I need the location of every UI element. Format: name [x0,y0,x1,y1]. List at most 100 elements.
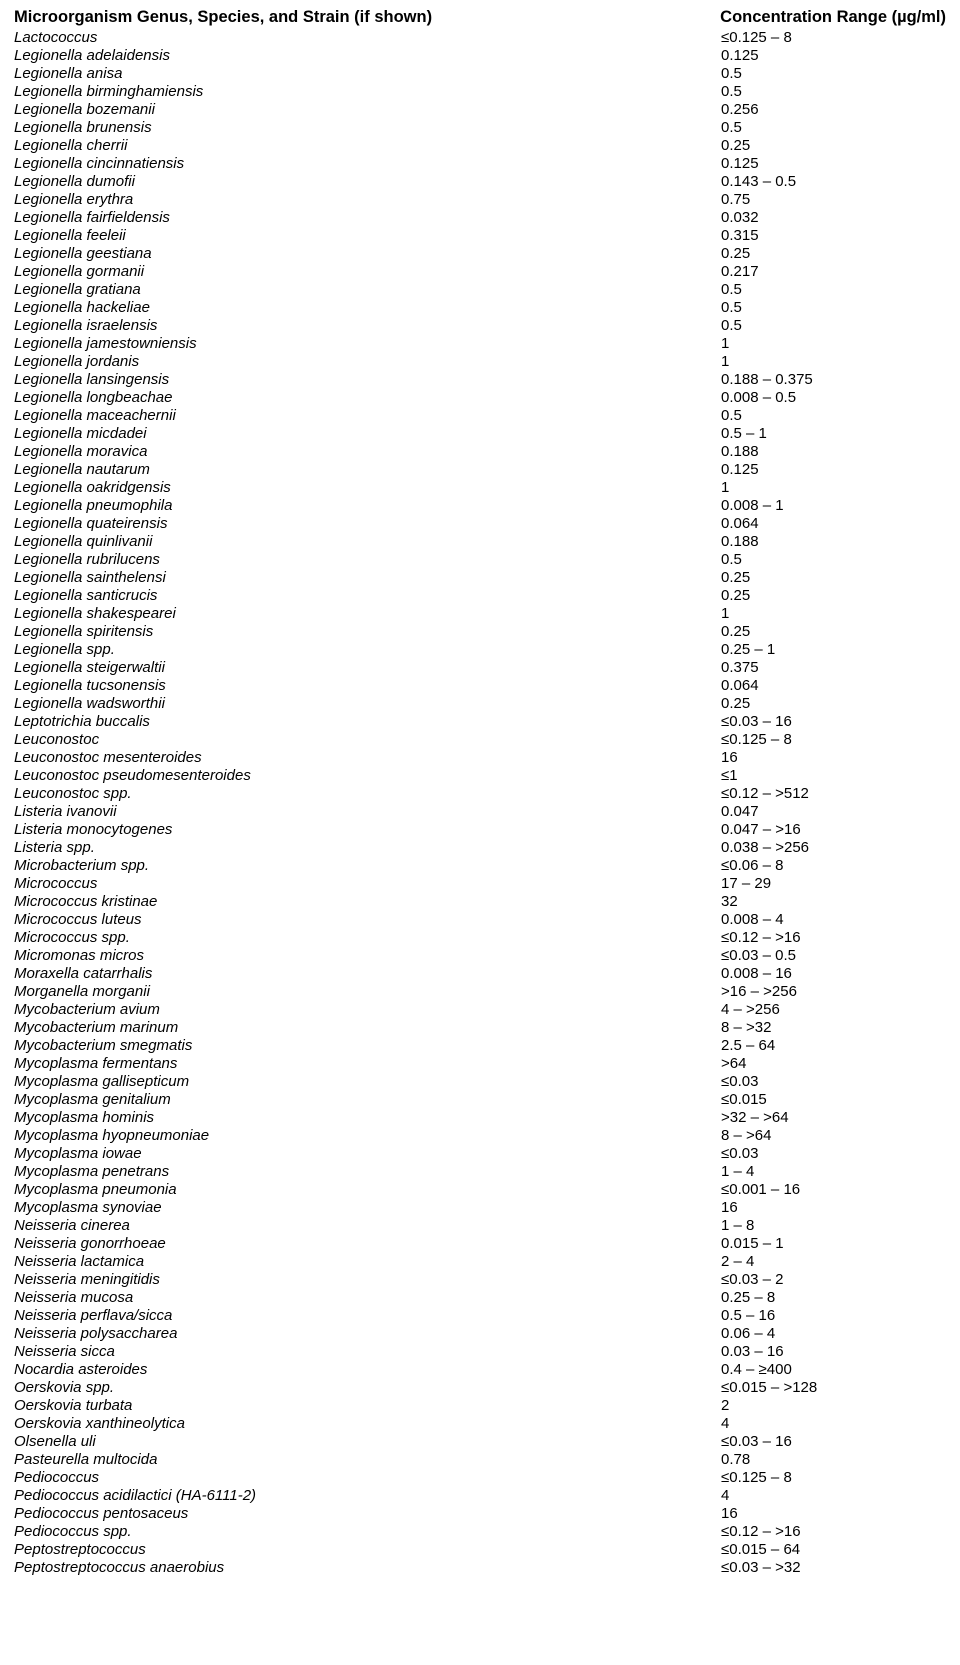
table-row: Legionella tucsonensis0.064 [14,677,946,695]
concentration-value: 0.5 [721,281,946,299]
organism-name: Legionella hackeliae [14,299,150,317]
concentration-value: 0.315 [721,227,946,245]
concentration-value: 0.125 [721,155,946,173]
organism-name: Moraxella catarrhalis [14,965,152,983]
concentration-value: ≤0.03 – 16 [721,1433,946,1451]
table-row: Neisseria gonorrhoeae 0.015 – 1 [14,1235,946,1253]
concentration-value: 2 [721,1397,946,1415]
concentration-value: 0.78 [721,1451,946,1469]
organism-name: Mycoplasma fermentans [14,1055,177,1073]
organism-name: Mycobacterium marinum [14,1019,178,1037]
table-row: Mycoplasma hyopneumoniae8 – >64 [14,1127,946,1145]
organism-name: Legionella bozemanii [14,101,155,119]
table-row: Legionella gormanii 0.217 [14,263,946,281]
concentration-value: 32 [721,893,946,911]
organism-name: Legionella jordanis [14,353,139,371]
organism-name: Legionella spp. [14,641,115,659]
organism-name: Mycoplasma hyopneumoniae [14,1127,209,1145]
concentration-value: 1 [721,479,946,497]
organism-name: Legionella longbeachae [14,389,172,407]
concentration-value: 0.008 – 16 [721,965,946,983]
concentration-value: 0.015 – 1 [721,1235,946,1253]
concentration-value: 0.25 [721,623,946,641]
organism-name: Mycoplasma penetrans [14,1163,169,1181]
table-row: Pediococcus≤0.125 – 8 [14,1469,946,1487]
concentration-value: ≤0.015 – 64 [721,1541,946,1559]
organism-name: Mycoplasma iowae [14,1145,142,1163]
organism-name: Mycoplasma hominis [14,1109,154,1127]
concentration-value: 0.5 [721,119,946,137]
organism-name: Legionella tucsonensis [14,677,166,695]
table-row: Listeria spp.0.038 – >256 [14,839,946,857]
organism-name: Micrococcus kristinae [14,893,157,911]
table-row: Legionella quinlivanii 0.188 [14,533,946,551]
table-row: Legionella gratiana0.5 [14,281,946,299]
organism-name: Neisseria mucosa [14,1289,133,1307]
table-row: Legionella jordanis1 [14,353,946,371]
concentration-value: 0.25 [721,245,946,263]
organism-name: Microbacterium spp. [14,857,149,875]
table-row: Legionella dumofii0.143 – 0.5 [14,173,946,191]
table-row: Legionella nautarum0.125 [14,461,946,479]
organism-name: Legionella geestiana [14,245,152,263]
concentration-value: 0.217 [721,263,946,281]
organism-name: Legionella quinlivanii [14,533,152,551]
organism-name: Legionella rubrilucens [14,551,160,569]
organism-name: Legionella maceachernii [14,407,176,425]
table-row: Oerskovia turbata2 [14,1397,946,1415]
organism-name: Legionella lansingensis [14,371,169,389]
concentration-value: 0.038 – >256 [721,839,946,857]
organism-name: Legionella birminghamiensis [14,83,203,101]
table-row: Mycoplasma iowae≤0.03 [14,1145,946,1163]
table-row: Mycoplasma synoviae16 [14,1199,946,1217]
concentration-value: 0.5 [721,317,946,335]
concentration-value: 2 – 4 [721,1253,946,1271]
concentration-value: ≤0.03 – 16 [721,713,946,731]
table-row: Morganella morganii>16 – >256 [14,983,946,1001]
table-row: Mycoplasma penetrans1 – 4 [14,1163,946,1181]
table-row: Micromonas micros≤0.03 – 0.5 [14,947,946,965]
organism-name: Neisseria lactamica [14,1253,144,1271]
concentration-value: 0.5 [721,83,946,101]
concentration-value: ≤0.125 – 8 [721,1469,946,1487]
concentration-value: 0.188 [721,533,946,551]
organism-name: Neisseria sicca [14,1343,115,1361]
organism-name: Legionella pneumophila [14,497,172,515]
organism-name: Legionella israelensis [14,317,157,335]
table-row: Legionella anisa0.5 [14,65,946,83]
table-row: Legionella moravica0.188 [14,443,946,461]
table-row: Pasteurella multocida0.78 [14,1451,946,1469]
organism-name: Listeria monocytogenes [14,821,172,839]
concentration-value: 0.125 [721,47,946,65]
table-row: Legionella birminghamiensis 0.5 [14,83,946,101]
organism-name: Neisseria gonorrhoeae [14,1235,166,1253]
table-row: Leuconostoc spp.≤0.12 – >512 [14,785,946,803]
table-row: Legionella pneumophila0.008 – 1 [14,497,946,515]
concentration-value: 4 – >256 [721,1001,946,1019]
organism-name: Legionella sainthelensi [14,569,166,587]
concentration-value: 0.188 [721,443,946,461]
concentration-value: 2.5 – 64 [721,1037,946,1055]
organism-name: Legionella gormanii [14,263,144,281]
organism-name: Micrococcus spp. [14,929,130,947]
table-row: Mycoplasma gallisepticum≤0.03 [14,1073,946,1091]
concentration-value: 0.256 [721,101,946,119]
table-row: Mycobacterium smegmatis2.5 – 64 [14,1037,946,1055]
table-row: Mycobacterium avium4 – >256 [14,1001,946,1019]
concentration-value: 16 [721,1505,946,1523]
organism-name: Listeria ivanovii [14,803,117,821]
concentration-value: 1 [721,605,946,623]
organism-name: Legionella santicrucis [14,587,157,605]
organism-name: Neisseria polysaccharea [14,1325,177,1343]
table-row: Micrococcus kristinae 32 [14,893,946,911]
table-row: Micrococcus luteus0.008 – 4 [14,911,946,929]
table-row: Legionella spiritensis0.25 [14,623,946,641]
organism-name: Nocardia asteroides [14,1361,147,1379]
header-concentration: Concentration Range (µg/ml) [720,8,946,28]
organism-name: Mycoplasma genitalium [14,1091,171,1109]
organism-name: Legionella dumofii [14,173,135,191]
concentration-value: ≤0.001 – 16 [721,1181,946,1199]
organism-name: Micrococcus [14,875,97,893]
concentration-value: ≤0.06 – 8 [721,857,946,875]
organism-name: Legionella adelaidensis [14,47,170,65]
